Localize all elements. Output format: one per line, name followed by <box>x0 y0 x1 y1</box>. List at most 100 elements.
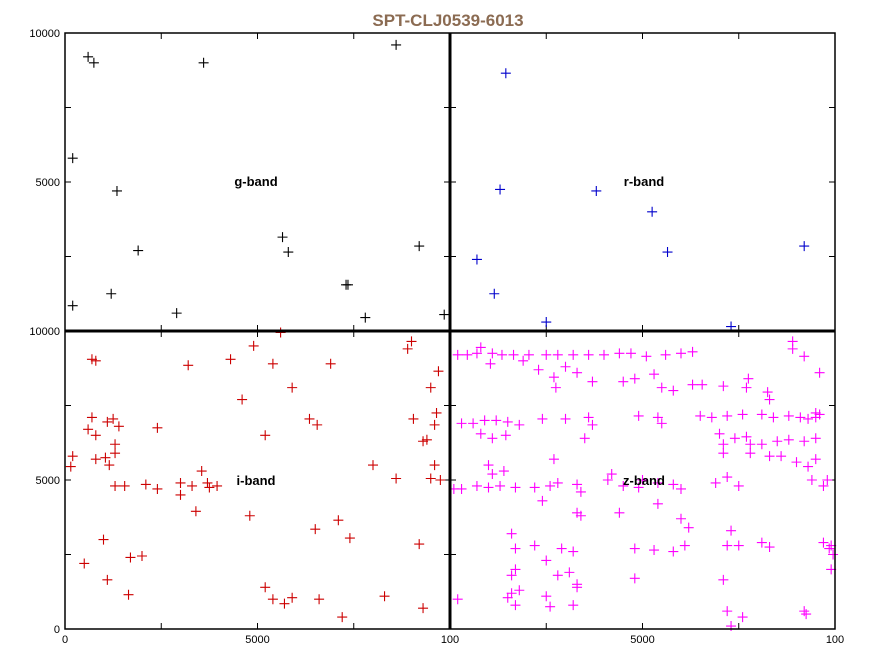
data-point <box>676 483 686 494</box>
data-point <box>248 340 259 351</box>
data-point <box>668 385 679 396</box>
panel-label-i-band: i-band <box>237 473 276 488</box>
data-point <box>402 343 413 354</box>
data-point <box>801 609 812 620</box>
data-point <box>799 436 810 447</box>
data-point <box>756 409 767 420</box>
data-point <box>102 574 113 585</box>
data-point <box>244 510 255 521</box>
data-point <box>175 489 186 500</box>
data-point <box>111 185 122 196</box>
x-tick-label: 5000 <box>245 634 269 646</box>
data-point <box>137 550 147 561</box>
data-point <box>140 479 151 490</box>
data-point <box>433 366 444 377</box>
data-point <box>729 433 740 444</box>
data-point <box>618 480 629 491</box>
data-point <box>487 433 498 444</box>
data-point <box>756 439 767 450</box>
data-point <box>695 410 706 421</box>
data-point <box>83 424 94 435</box>
data-point <box>733 540 744 551</box>
data-point <box>745 439 756 450</box>
data-point <box>502 592 513 603</box>
data-point <box>196 466 207 477</box>
data-point <box>368 460 378 471</box>
data-point <box>342 279 353 290</box>
data-point <box>814 409 825 420</box>
data-point <box>718 448 729 459</box>
data-point <box>591 185 602 196</box>
data-point <box>656 418 667 429</box>
data-point <box>714 428 725 439</box>
data-point <box>337 612 348 623</box>
data-point <box>572 367 583 378</box>
data-point <box>489 288 500 299</box>
data-point <box>86 412 97 423</box>
data-point <box>679 540 690 551</box>
data-point <box>260 582 271 593</box>
data-point <box>548 454 559 465</box>
data-point <box>575 486 586 497</box>
data-point <box>83 51 94 62</box>
data-point <box>190 506 201 517</box>
data-point <box>762 387 773 398</box>
data-point <box>523 349 534 360</box>
data-point <box>502 416 513 427</box>
data-point <box>537 413 548 424</box>
data-point <box>500 68 511 79</box>
data-point <box>183 360 194 371</box>
data-point <box>583 349 594 360</box>
i-band-panel: i-band 0 5000 10000 0 5000 100 <box>29 326 459 646</box>
data-point <box>828 549 839 560</box>
data-point <box>487 348 498 359</box>
data-point <box>537 495 548 506</box>
data-point <box>498 466 509 477</box>
data-point <box>500 430 511 441</box>
data-point <box>406 336 417 347</box>
data-point <box>776 451 787 462</box>
data-point <box>431 407 442 418</box>
data-point <box>668 546 679 557</box>
data-point <box>90 430 101 441</box>
data-point <box>572 479 583 490</box>
data-point <box>110 480 121 491</box>
data-point <box>564 567 575 578</box>
panel-label-g-band: g-band <box>234 174 277 189</box>
data-point <box>662 247 673 258</box>
data-point <box>602 475 613 485</box>
data-point <box>629 573 640 584</box>
data-point <box>495 184 506 195</box>
data-point <box>541 317 552 328</box>
data-point <box>768 412 779 423</box>
data-point <box>556 543 567 554</box>
data-point <box>104 460 115 471</box>
data-point <box>764 394 775 405</box>
data-point <box>799 351 810 362</box>
data-point <box>568 546 579 557</box>
data-point <box>803 461 814 472</box>
data-point <box>791 457 802 468</box>
data-point <box>67 153 78 164</box>
y-tick-label: 5000 <box>36 177 60 189</box>
data-point <box>676 513 686 524</box>
data-point <box>652 412 663 423</box>
data-point <box>764 542 775 553</box>
data-point <box>110 439 121 450</box>
data-point <box>212 480 223 491</box>
data-point <box>391 473 402 484</box>
data-point <box>418 603 429 614</box>
panel-label-r-band: r-band <box>624 174 665 189</box>
data-point <box>475 342 486 353</box>
data-point <box>267 594 278 605</box>
data-point <box>652 498 663 509</box>
data-point <box>706 412 717 423</box>
data-point <box>606 469 617 480</box>
data-point <box>106 288 117 299</box>
data-point <box>718 574 729 585</box>
data-point <box>187 480 198 491</box>
data-point <box>456 483 467 494</box>
data-point <box>806 475 817 485</box>
data-point <box>529 482 540 493</box>
